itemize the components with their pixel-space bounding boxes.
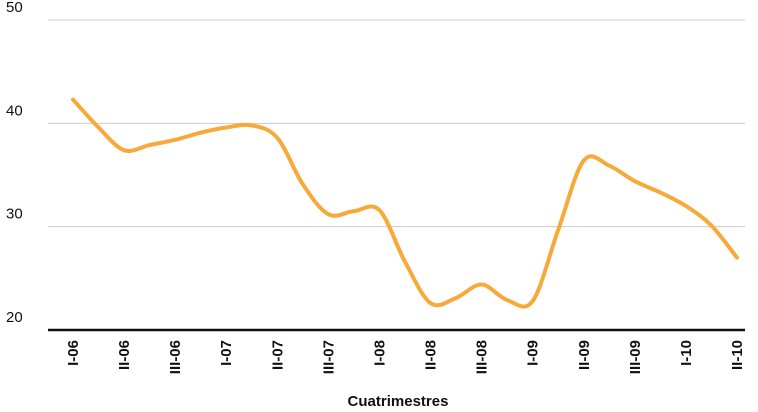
x-tick-label: III-08 — [474, 340, 491, 374]
x-tick-label: I-06 — [65, 340, 82, 366]
x-tick-label: I-10 — [678, 340, 695, 366]
x-tick-label: III-07 — [320, 340, 337, 374]
y-tick-label: 50 — [6, 0, 23, 16]
x-tick-label: II-09 — [576, 340, 593, 370]
x-tick-label: I-09 — [525, 340, 542, 366]
x-axis-label: Cuatrimestres — [348, 393, 449, 410]
x-tick-label: II-06 — [116, 340, 133, 370]
x-tick-label: II-10 — [729, 340, 746, 370]
x-tick-label: II-07 — [269, 340, 286, 370]
y-tick-label: 40 — [6, 102, 23, 119]
line — [71, 97, 739, 309]
y-tick-label: 30 — [6, 206, 23, 223]
x-tick-label: III-06 — [167, 340, 184, 374]
x-tick-label: I-08 — [371, 340, 388, 366]
y-tick-label: 20 — [6, 309, 23, 326]
x-tick-label: III-09 — [627, 340, 644, 374]
x-tick-label: I-07 — [218, 340, 235, 366]
x-tick-label: II-08 — [423, 340, 440, 370]
